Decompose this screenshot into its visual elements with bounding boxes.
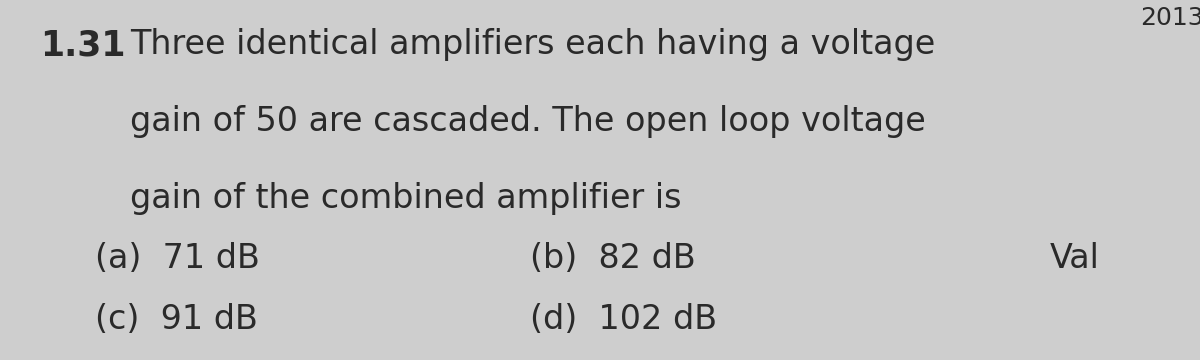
- Text: (b)  82 dB: (b) 82 dB: [530, 242, 696, 275]
- Text: (a)  71 dB: (a) 71 dB: [95, 242, 260, 275]
- Text: Val: Val: [1050, 242, 1100, 275]
- Text: 2013]: 2013]: [1140, 5, 1200, 29]
- Text: 1.31: 1.31: [40, 28, 126, 62]
- Text: (d)  102 dB: (d) 102 dB: [530, 303, 718, 336]
- Text: gain of 50 are cascaded. The open loop voltage: gain of 50 are cascaded. The open loop v…: [130, 105, 925, 138]
- Text: gain of the combined amplifier is: gain of the combined amplifier is: [130, 182, 682, 215]
- Text: (c)  91 dB: (c) 91 dB: [95, 303, 258, 336]
- Text: Three identical amplifiers each having a voltage: Three identical amplifiers each having a…: [130, 28, 935, 61]
